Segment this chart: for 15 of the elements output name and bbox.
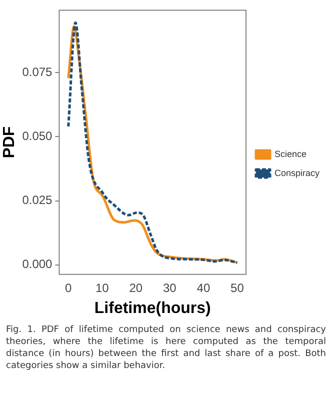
y-axis-title: PDF bbox=[1, 126, 18, 158]
legend-label: Conspiracy bbox=[274, 168, 320, 178]
y-tick-label: 0.000 bbox=[22, 257, 53, 272]
x-tick-label: 10 bbox=[95, 280, 110, 295]
y-tick-label: 0.025 bbox=[22, 193, 53, 208]
legend-label: Science bbox=[274, 148, 307, 159]
x-tick-label: 20 bbox=[129, 280, 143, 295]
x-axis-title: Lifetime(hours) bbox=[94, 300, 211, 317]
x-tick-label: 50 bbox=[230, 280, 244, 295]
x-tick-label: 30 bbox=[162, 280, 177, 295]
y-tick-label: 0.050 bbox=[22, 128, 53, 143]
caption: Fig. 1. PDF of lifetime computed on science news and conspiracy theories, where the lifetime is here computed as the temporal distance (in hours) between the first and last share of a post. Both categories show a similar behavior. bbox=[6, 324, 326, 372]
y-tick-label: 0.075 bbox=[22, 64, 53, 79]
x-tick-label: 40 bbox=[196, 280, 210, 295]
x-tick-label: 0 bbox=[65, 280, 72, 295]
